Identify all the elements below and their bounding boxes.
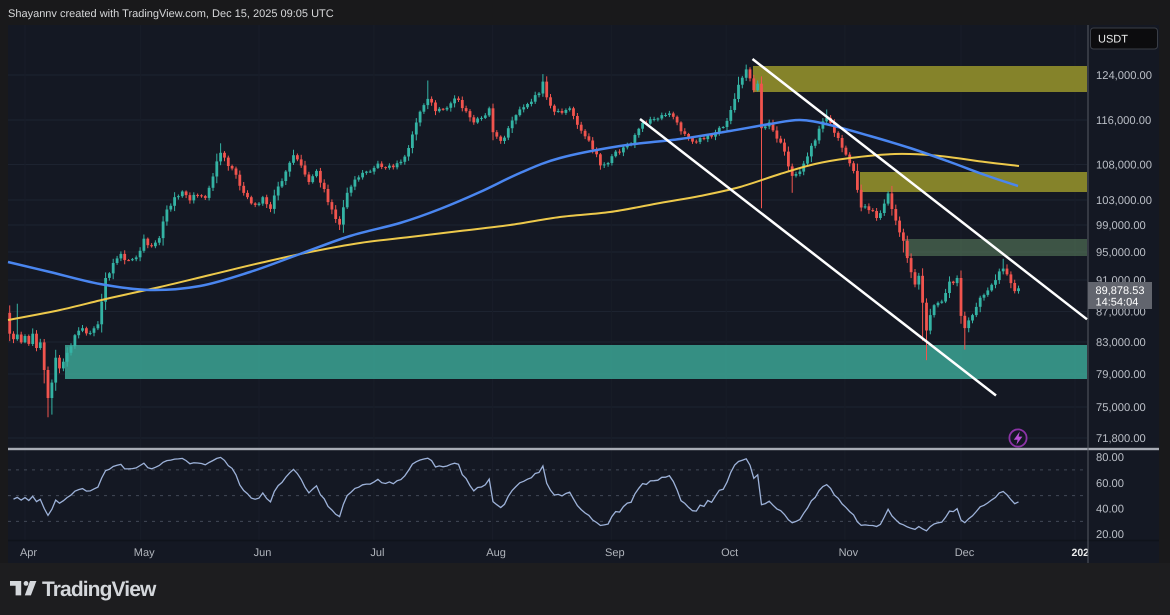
- svg-text:TradingView: TradingView: [42, 578, 157, 601]
- svg-text:Dec: Dec: [955, 547, 975, 559]
- svg-text:Aug: Aug: [486, 547, 506, 559]
- svg-text:108,000.00: 108,000.00: [1096, 160, 1152, 172]
- svg-text:124,000.00: 124,000.00: [1096, 70, 1152, 82]
- svg-text:103,000.00: 103,000.00: [1096, 195, 1152, 207]
- svg-text:87,000.00: 87,000.00: [1096, 307, 1146, 319]
- svg-text:May: May: [134, 547, 155, 559]
- svg-text:Apr: Apr: [20, 547, 37, 559]
- svg-text:14:54:04: 14:54:04: [1096, 297, 1139, 309]
- svg-text:2026: 2026: [1072, 547, 1096, 559]
- svg-text:Jun: Jun: [254, 547, 272, 559]
- svg-text:Sep: Sep: [605, 547, 625, 559]
- svg-text:20.00: 20.00: [1096, 529, 1124, 541]
- svg-text:Oct: Oct: [721, 547, 738, 559]
- svg-text:79,000.00: 79,000.00: [1096, 369, 1146, 381]
- svg-text:USDT: USDT: [1098, 34, 1128, 46]
- svg-text:95,000.00: 95,000.00: [1096, 247, 1146, 259]
- svg-text:Jul: Jul: [370, 547, 384, 559]
- svg-text:75,000.00: 75,000.00: [1096, 402, 1146, 414]
- svg-text:Nov: Nov: [839, 547, 859, 559]
- svg-text:116,000.00: 116,000.00: [1096, 115, 1151, 127]
- svg-text:89,878.53: 89,878.53: [1096, 285, 1145, 297]
- svg-text:Shayannv created with TradingV: Shayannv created with TradingView.com, D…: [8, 8, 334, 20]
- svg-text:71,800.00: 71,800.00: [1096, 433, 1146, 445]
- svg-text:40.00: 40.00: [1096, 504, 1124, 516]
- svg-text:60.00: 60.00: [1096, 478, 1124, 490]
- svg-text:99,000.00: 99,000.00: [1096, 220, 1146, 232]
- svg-text:80.00: 80.00: [1096, 452, 1124, 464]
- svg-text:83,000.00: 83,000.00: [1096, 337, 1146, 349]
